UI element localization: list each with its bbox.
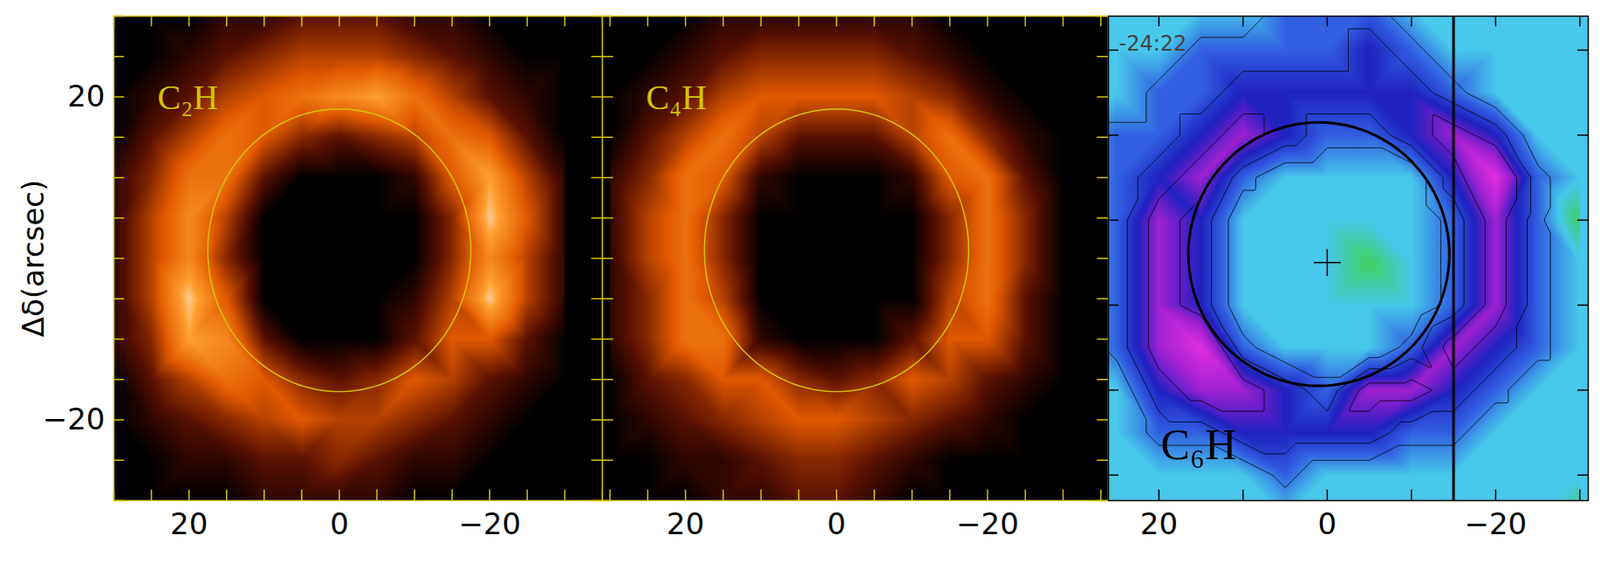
svg-text:C₄H: C₄H xyxy=(646,77,708,117)
svg-text:0: 0 xyxy=(827,505,847,541)
svg-text:-24:22: -24:22 xyxy=(1119,31,1188,56)
svg-text:0: 0 xyxy=(329,505,349,541)
svg-text:20: 20 xyxy=(67,78,105,114)
svg-text:20: 20 xyxy=(170,505,208,541)
svg-text:−20: −20 xyxy=(42,401,106,437)
svg-text:−20: −20 xyxy=(1463,505,1527,541)
svg-text:20: 20 xyxy=(666,505,705,541)
svg-text:0: 0 xyxy=(1318,505,1338,541)
svg-text:C₂H: C₂H xyxy=(157,77,219,117)
svg-text:C₆H: C₆H xyxy=(1161,419,1238,469)
svg-text:Δδ(arcsec): Δδ(arcsec) xyxy=(15,179,51,338)
svg-text:20: 20 xyxy=(1140,505,1178,541)
svg-text:−20: −20 xyxy=(458,505,521,541)
svg-text:−20: −20 xyxy=(956,505,1019,541)
